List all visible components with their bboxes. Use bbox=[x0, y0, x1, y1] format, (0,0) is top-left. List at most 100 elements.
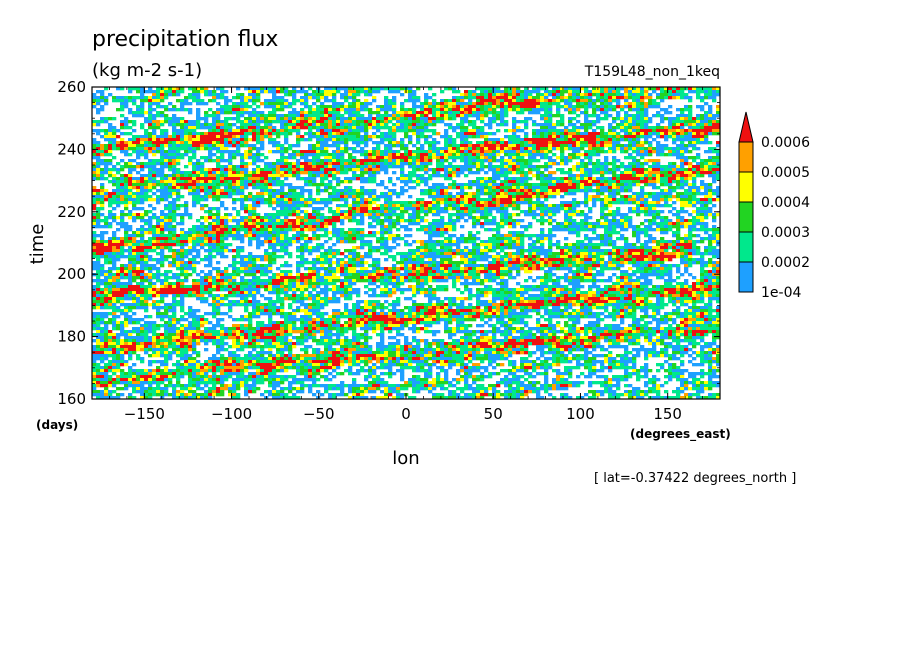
field-cell bbox=[428, 192, 433, 196]
field-cell bbox=[260, 192, 265, 196]
field-cell bbox=[612, 180, 617, 184]
field-cell bbox=[528, 138, 533, 142]
field-cell bbox=[172, 201, 177, 205]
field-cell bbox=[596, 96, 601, 100]
field-cell bbox=[620, 108, 625, 112]
field-cell bbox=[116, 147, 121, 151]
field-cell bbox=[512, 126, 517, 130]
field-cell bbox=[272, 180, 277, 184]
field-cell bbox=[316, 156, 321, 160]
field-cell bbox=[576, 150, 581, 154]
field-cell bbox=[192, 96, 197, 100]
field-cell bbox=[452, 90, 457, 94]
field-cell bbox=[348, 102, 353, 106]
field-cell bbox=[284, 123, 289, 127]
field-cell bbox=[496, 90, 501, 94]
field-cell bbox=[380, 165, 385, 169]
field-cell bbox=[480, 87, 485, 91]
field-cell bbox=[292, 156, 297, 160]
field-cell bbox=[208, 99, 213, 103]
field-cell bbox=[456, 174, 461, 178]
field-cell bbox=[604, 114, 609, 118]
field-cell bbox=[408, 207, 413, 211]
field-cell bbox=[700, 108, 705, 112]
field-cell bbox=[108, 138, 113, 142]
field-cell bbox=[456, 147, 461, 151]
field-cell bbox=[92, 198, 97, 202]
field-cell bbox=[624, 195, 629, 199]
field-cell bbox=[668, 174, 673, 178]
field-cell bbox=[688, 156, 693, 160]
field-cell bbox=[216, 114, 221, 118]
field-cell bbox=[680, 150, 685, 154]
field-cell bbox=[388, 192, 393, 196]
field-cell bbox=[252, 144, 257, 148]
field-cell bbox=[604, 198, 609, 202]
field-cell bbox=[616, 159, 621, 163]
field-cell bbox=[500, 105, 505, 109]
field-cell bbox=[444, 138, 449, 142]
field-cell bbox=[100, 147, 105, 151]
field-cell bbox=[256, 135, 261, 139]
field-cell bbox=[656, 192, 661, 196]
field-cell bbox=[684, 117, 689, 121]
field-cell bbox=[568, 111, 573, 115]
field-cell bbox=[376, 117, 381, 121]
field-cell bbox=[588, 189, 593, 193]
field-cell bbox=[224, 150, 229, 154]
field-cell bbox=[260, 171, 265, 175]
field-cell bbox=[464, 192, 469, 196]
field-cell bbox=[136, 192, 141, 196]
field-cell bbox=[440, 99, 445, 103]
field-cell bbox=[548, 144, 553, 148]
field-cell bbox=[196, 126, 201, 130]
field-cell bbox=[340, 120, 345, 124]
field-cell bbox=[212, 135, 217, 139]
field-cell bbox=[228, 105, 233, 109]
field-cell bbox=[244, 96, 249, 100]
field-cell bbox=[640, 162, 645, 166]
field-cell bbox=[572, 174, 577, 178]
field-cell bbox=[256, 90, 261, 94]
field-cell bbox=[332, 96, 337, 100]
field-cell bbox=[336, 147, 341, 151]
field-cell bbox=[676, 156, 681, 160]
field-cell bbox=[136, 171, 141, 175]
field-cell bbox=[452, 150, 457, 154]
field-cell bbox=[132, 165, 137, 169]
field-cell bbox=[116, 96, 121, 100]
field-cell bbox=[476, 183, 481, 187]
field-cell bbox=[396, 144, 401, 148]
field-cell bbox=[196, 180, 201, 184]
field-cell bbox=[548, 189, 553, 193]
field-cell bbox=[352, 177, 357, 181]
field-cell bbox=[328, 138, 333, 142]
field-cell bbox=[120, 174, 125, 178]
field-cell bbox=[288, 204, 293, 208]
field-cell bbox=[224, 111, 229, 115]
field-cell bbox=[188, 138, 193, 142]
field-cell bbox=[688, 183, 693, 187]
field-cell bbox=[392, 183, 397, 187]
field-cell bbox=[296, 177, 301, 181]
field-cell bbox=[524, 198, 529, 202]
field-cell bbox=[588, 99, 593, 103]
field-cell bbox=[124, 165, 129, 169]
field-cell bbox=[640, 189, 645, 193]
field-cell bbox=[332, 156, 337, 160]
field-cell bbox=[680, 192, 685, 196]
field-cell bbox=[284, 204, 289, 208]
field-cell bbox=[224, 144, 229, 148]
field-cell bbox=[576, 135, 581, 139]
field-cell bbox=[128, 111, 133, 115]
field-cell bbox=[624, 99, 629, 103]
field-cell bbox=[316, 153, 321, 157]
field-cell bbox=[248, 111, 253, 115]
field-cell bbox=[476, 117, 481, 121]
field-cell bbox=[640, 195, 645, 199]
field-cell bbox=[528, 189, 533, 193]
field-cell bbox=[176, 141, 181, 145]
field-cell bbox=[548, 159, 553, 163]
field-cell bbox=[400, 201, 405, 205]
field-cell bbox=[364, 144, 369, 148]
